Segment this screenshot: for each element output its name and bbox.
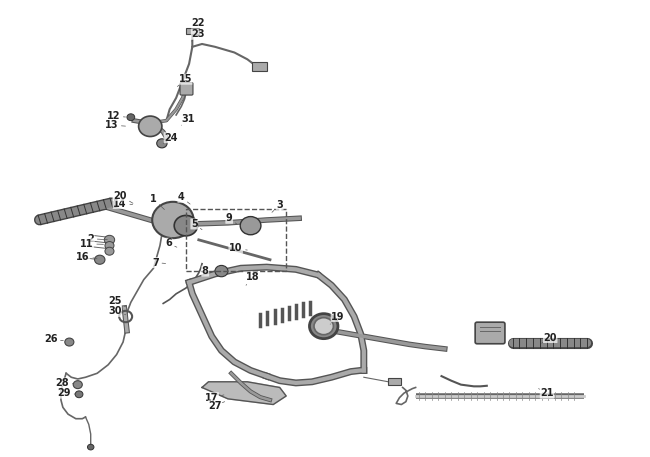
Circle shape <box>65 338 74 346</box>
Text: 22: 22 <box>191 18 205 30</box>
Text: 12: 12 <box>107 111 125 121</box>
Text: 15: 15 <box>177 74 192 86</box>
Text: 28: 28 <box>55 378 73 388</box>
Text: 11: 11 <box>80 239 103 249</box>
Text: 5: 5 <box>191 219 202 229</box>
Text: 16: 16 <box>76 252 97 262</box>
Text: 8: 8 <box>202 266 217 276</box>
FancyBboxPatch shape <box>187 27 200 34</box>
Text: 31: 31 <box>181 115 194 125</box>
Text: 19: 19 <box>330 312 344 324</box>
Text: 6: 6 <box>165 238 177 248</box>
Circle shape <box>152 202 194 238</box>
Circle shape <box>309 314 338 339</box>
Circle shape <box>105 242 114 250</box>
Text: 20: 20 <box>113 191 133 203</box>
FancyBboxPatch shape <box>388 378 400 385</box>
Text: 29: 29 <box>57 388 75 398</box>
Text: 18: 18 <box>246 272 259 285</box>
Text: 24: 24 <box>163 133 177 143</box>
FancyBboxPatch shape <box>475 322 505 344</box>
Text: 9: 9 <box>226 213 237 224</box>
Text: 4: 4 <box>178 192 190 204</box>
Text: 13: 13 <box>105 120 125 130</box>
Text: 10: 10 <box>229 244 248 253</box>
Circle shape <box>138 116 162 137</box>
Text: 25: 25 <box>108 296 125 307</box>
Polygon shape <box>202 382 286 404</box>
FancyBboxPatch shape <box>180 83 193 95</box>
Circle shape <box>157 139 167 148</box>
Circle shape <box>73 381 83 388</box>
Circle shape <box>127 114 135 121</box>
Circle shape <box>215 266 228 277</box>
Text: 26: 26 <box>44 334 63 344</box>
Text: 7: 7 <box>152 258 166 267</box>
Text: 21: 21 <box>539 388 554 398</box>
Text: 14: 14 <box>113 198 133 208</box>
Circle shape <box>75 391 83 398</box>
Circle shape <box>240 217 261 235</box>
Circle shape <box>104 235 114 244</box>
Circle shape <box>105 247 114 255</box>
Text: 3: 3 <box>272 200 283 213</box>
Text: 23: 23 <box>191 29 205 41</box>
Text: 20: 20 <box>542 333 557 343</box>
Text: 2: 2 <box>87 234 107 244</box>
Text: 30: 30 <box>108 306 125 316</box>
Circle shape <box>174 215 198 236</box>
Circle shape <box>95 255 105 264</box>
Circle shape <box>314 318 333 335</box>
Text: 1: 1 <box>150 194 164 210</box>
Circle shape <box>88 444 94 450</box>
FancyBboxPatch shape <box>252 62 267 71</box>
Text: 17: 17 <box>205 393 224 403</box>
Text: 27: 27 <box>208 401 225 411</box>
